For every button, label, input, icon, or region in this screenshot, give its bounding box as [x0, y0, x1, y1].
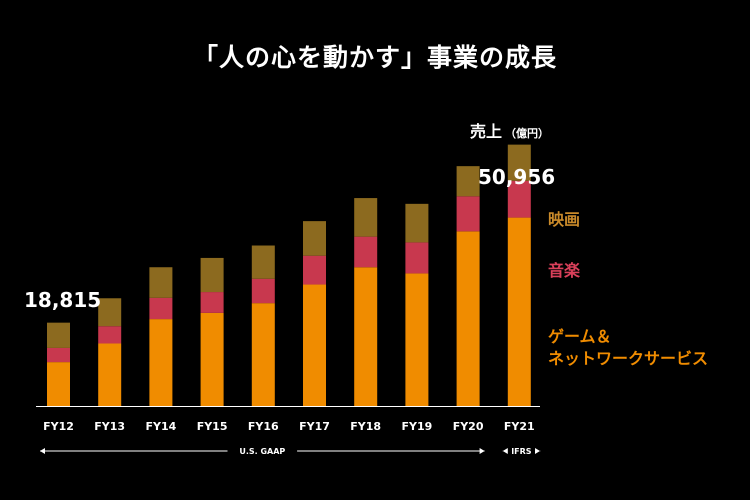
standard-u-s-gaap-arrow-right-icon [479, 448, 485, 454]
bar-fy20-film [456, 166, 480, 197]
bar-fy18-film [354, 198, 378, 237]
bar-fy15-music [200, 292, 224, 313]
unit-sub: （億円） [505, 127, 550, 140]
bar-fy17-music [303, 255, 326, 285]
x-tick-fy19: FY19 [402, 420, 433, 433]
bar-fy14-film [149, 267, 173, 298]
bar-fy20-music [456, 196, 480, 232]
bar-fy18-music [354, 236, 378, 268]
bar-fy13-games [98, 343, 122, 406]
x-tick-fy12: FY12 [43, 420, 74, 433]
standard-ifrs-arrow-left-icon [502, 448, 508, 454]
x-tick-fy15: FY15 [197, 420, 228, 433]
bar-fy16-film [251, 245, 275, 279]
x-tick-fy17: FY17 [299, 420, 330, 433]
standard-ifrs-arrow-right-icon [535, 448, 540, 454]
unit-label: 売上 （億円） [470, 118, 549, 142]
bar-fy21-film [507, 144, 531, 181]
bar-fy17-film [303, 221, 326, 256]
standard-ifrs-label: IFRS [511, 447, 532, 456]
unit-title: 売上 [470, 122, 503, 141]
bar-fy14-music [149, 297, 173, 320]
bar-fy14-games [149, 319, 173, 406]
bar-fy13-film [98, 298, 122, 327]
x-tick-fy20: FY20 [453, 420, 484, 433]
bar-fy18-games [354, 267, 378, 406]
bar-fy21-games [507, 217, 531, 406]
x-tick-fy14: FY14 [146, 420, 177, 433]
bar-fy21-music [507, 180, 531, 218]
standard-u-s-gaap-label: U.S. GAAP [239, 447, 285, 456]
data-label-fy21: 50,956 [478, 165, 556, 189]
legend-music: 音楽 [548, 261, 581, 280]
bar-fy19-film [405, 203, 429, 243]
bar-fy15-film [200, 257, 224, 293]
bar-fy15-games [200, 312, 224, 406]
data-label-fy12: 18,815 [24, 288, 102, 312]
legend-games: ゲーム＆ ネットワークサービス [548, 327, 709, 368]
x-tick-fy18: FY18 [350, 420, 381, 433]
legend-film: 映画 [548, 210, 581, 229]
bar-fy19-music [405, 242, 429, 274]
bar-fy17-games [303, 284, 326, 406]
chart-title: 「人の心を動かす」事業の成長 [192, 43, 557, 72]
bar-fy20-games [456, 231, 480, 406]
standard-u-s-gaap-arrow-left-icon [40, 448, 45, 454]
x-tick-fy21: FY21 [504, 420, 535, 433]
x-tick-fy16: FY16 [248, 420, 279, 433]
bar-fy12-games [47, 362, 70, 406]
bar-fy12-music [47, 347, 70, 363]
bar-fy16-games [251, 303, 275, 406]
bar-fy16-music [251, 278, 275, 304]
bar-fy13-music [98, 326, 122, 344]
bar-fy19-games [405, 273, 429, 406]
bar-fy12-film [47, 322, 70, 348]
x-tick-fy13: FY13 [94, 420, 125, 433]
